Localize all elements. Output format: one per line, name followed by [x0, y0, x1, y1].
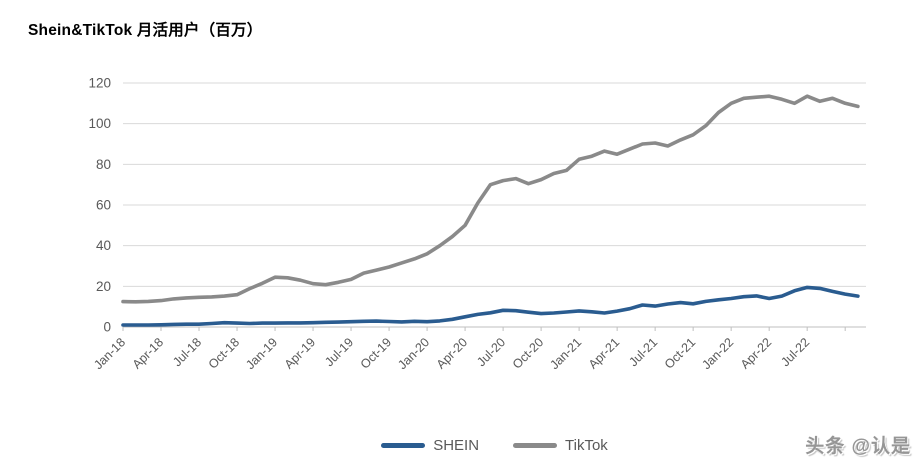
y-axis-labels: 0 20 40 60 80 100 120 — [88, 76, 111, 335]
chart-legend: SHEIN TikTok — [123, 437, 866, 454]
shein-line-swatch-icon — [381, 443, 426, 448]
y-tick-label: 40 — [96, 238, 111, 253]
chart-title: Shein&TikTok 月活用户（百万） — [28, 22, 263, 39]
x-tick-label: Jul-21 — [626, 335, 660, 369]
watermark: 头条 @认是 — [805, 436, 911, 457]
x-tick-label: Jul-18 — [170, 335, 204, 369]
x-tick-label: Jan-21 — [547, 335, 584, 372]
legend-label-tiktok: TikTok — [565, 437, 608, 454]
x-axis — [122, 327, 846, 331]
y-tick-label: 100 — [88, 116, 111, 131]
x-tick-label: Oct-20 — [510, 335, 546, 371]
x-tick-label: Apr-18 — [130, 335, 166, 371]
x-tick-label: Jan-19 — [243, 335, 280, 372]
x-tick-label: Jan-22 — [699, 335, 736, 372]
x-tick-label: Jan-20 — [395, 335, 432, 372]
x-tick-label: Oct-18 — [206, 335, 242, 371]
y-tick-label: 0 — [103, 320, 111, 335]
x-tick-label: Jul-19 — [322, 335, 356, 369]
x-tick-label: Oct-21 — [662, 335, 698, 371]
y-tick-label: 120 — [88, 76, 111, 91]
tiktok-line — [121, 94, 860, 304]
x-tick-label: Apr-20 — [434, 335, 470, 371]
shein-line — [121, 285, 860, 327]
x-tick-label: Apr-21 — [586, 335, 622, 371]
y-tick-label: 60 — [96, 198, 111, 213]
x-tick-label: Oct-19 — [358, 335, 394, 371]
y-tick-label: 20 — [96, 279, 111, 294]
tiktok-line-swatch-icon — [513, 443, 558, 448]
legend-item-shein: SHEIN — [381, 437, 479, 454]
x-tick-label: Jul-22 — [778, 335, 812, 369]
x-tick-label: Jul-20 — [474, 335, 508, 369]
x-tick-label: Apr-19 — [282, 335, 318, 371]
x-axis-labels: Jan-18 Apr-18 Jul-18 Oct-18 Jan-19 Apr-19 Jul-… — [91, 335, 812, 372]
legend-label-shein: SHEIN — [433, 437, 480, 454]
gridlines — [123, 82, 866, 328]
y-tick-label: 80 — [96, 157, 111, 172]
x-tick-label: Apr-22 — [738, 335, 774, 371]
x-tick-label: Jan-18 — [91, 335, 128, 372]
legend-item-tiktok: TikTok — [513, 437, 608, 454]
